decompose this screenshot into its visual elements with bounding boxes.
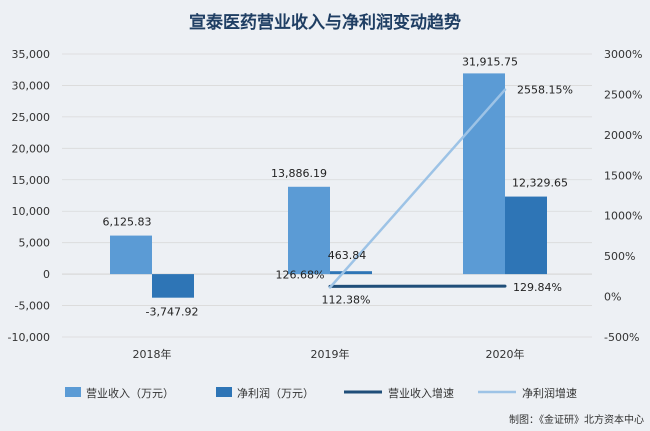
- profit-data-label: -3,747.92: [146, 306, 199, 319]
- left-tick-label: 0: [43, 268, 50, 281]
- profit-growth-line: [328, 88, 507, 289]
- right-tick-label: 0%: [604, 291, 621, 304]
- left-tick-label: -5,000: [15, 300, 50, 313]
- revenue-data-label: 13,886.19: [271, 167, 327, 180]
- left-axis-ticks: -10,000 -5,000 0 5,000 10,000 15,000 20,000 25,…: [8, 48, 50, 344]
- revenue-data-label: 6,125.83: [103, 216, 152, 229]
- legend-revenue: 营业收入（万元）: [65, 386, 174, 400]
- chart-title: 宣泰医药营业收入与净利润变动趋势: [189, 12, 461, 33]
- left-tick-label: 15,000: [12, 174, 51, 187]
- profit-bar: [330, 271, 372, 275]
- category-label: 2018年: [133, 347, 172, 361]
- right-tick-label: 3000%: [604, 48, 642, 61]
- right-tick-label: 500%: [604, 250, 635, 263]
- profit-data-label: 463.84: [328, 249, 367, 262]
- right-tick-label: 1000%: [604, 210, 642, 223]
- profit-growth-label: 112.38%: [322, 293, 371, 306]
- bars: [110, 73, 547, 298]
- revenue-bar: [110, 235, 152, 275]
- category-labels: 2018年 2019年 2020年: [133, 347, 525, 361]
- profit-bar: [152, 274, 194, 298]
- legend-revenue-growth: 营业收入增速: [344, 386, 454, 400]
- category-label: 2019年: [311, 347, 350, 361]
- profit-data-label: 12,329.65: [512, 177, 568, 190]
- revenue-data-label: 31,915.75: [462, 55, 518, 68]
- legend-swatch: [216, 387, 232, 397]
- revenue-growth-label: 126.68%: [276, 268, 325, 281]
- left-tick-label: 10,000: [12, 205, 51, 218]
- revenue-bar: [463, 73, 505, 275]
- legend-profit: 净利润（万元）: [216, 386, 314, 400]
- profit-growth-label: 2558.15%: [517, 84, 573, 97]
- left-tick-label: 30,000: [12, 79, 51, 92]
- legend-label: 营业收入增速: [388, 386, 454, 400]
- legend-label: 营业收入（万元）: [86, 386, 174, 400]
- legend-profit-growth: 净利润增速: [478, 386, 577, 400]
- data-labels: 6,125.83 13,886.19 31,915.75 -3,747.92 463.8…: [103, 55, 573, 318]
- right-axis-ticks: -500% 0% 500% 1000% 1500% 2000% 2500% 3000%: [604, 48, 642, 344]
- left-tick-label: 20,000: [12, 142, 51, 155]
- profit-bar: [505, 196, 547, 275]
- credit-text: 制图：《金证研》北方资本中心: [509, 413, 644, 426]
- legend: 营业收入（万元） 净利润（万元） 营业收入增速 净利润增速: [65, 386, 577, 400]
- right-tick-label: 1500%: [604, 169, 642, 182]
- growth-lines: [328, 88, 507, 289]
- right-tick-label: 2000%: [604, 129, 642, 142]
- right-tick-label: -500%: [604, 331, 639, 344]
- legend-swatch: [65, 387, 81, 397]
- legend-label: 净利润（万元）: [237, 386, 314, 400]
- left-tick-label: -10,000: [8, 331, 50, 344]
- revenue-growth-label: 129.84%: [513, 281, 562, 294]
- category-label: 2020年: [486, 347, 525, 361]
- left-tick-label: 35,000: [12, 48, 51, 61]
- legend-label: 净利润增速: [522, 386, 577, 400]
- left-tick-label: 5,000: [19, 237, 51, 250]
- revenue-bar: [288, 186, 330, 275]
- left-tick-label: 25,000: [12, 111, 51, 124]
- right-tick-label: 2500%: [604, 88, 642, 101]
